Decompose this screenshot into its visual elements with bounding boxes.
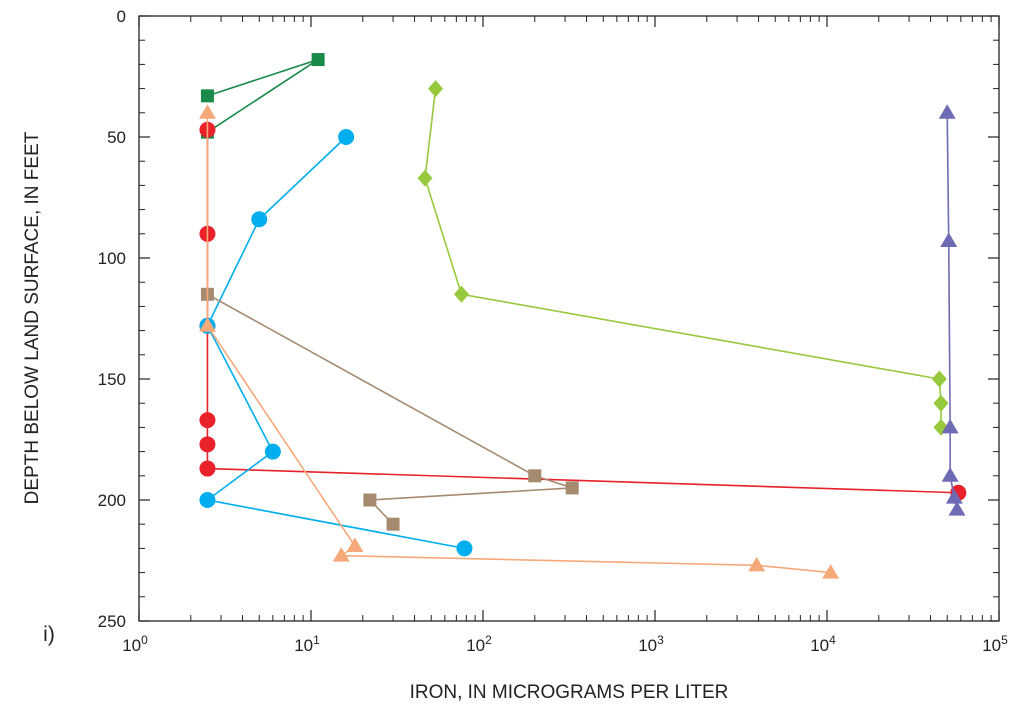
data-series bbox=[938, 104, 966, 516]
x-tick-label: 100 bbox=[122, 633, 148, 655]
series-layer bbox=[198, 53, 967, 579]
series-line bbox=[205, 136, 465, 550]
data-point bbox=[346, 537, 364, 552]
data-point bbox=[528, 469, 542, 483]
data-point bbox=[363, 493, 377, 507]
x-tick-label: 104 bbox=[810, 633, 836, 655]
data-point bbox=[948, 501, 966, 516]
data-point bbox=[938, 104, 956, 119]
data-point bbox=[332, 547, 350, 562]
y-tick-label: 150 bbox=[98, 370, 126, 389]
axis-tick-labels: 100 101 102 103 104 105 0 50 100 150 200 250 bbox=[98, 7, 1008, 655]
data-point bbox=[933, 394, 949, 412]
data-point bbox=[251, 211, 268, 228]
data-series bbox=[200, 53, 325, 139]
plot-frame bbox=[138, 15, 1000, 622]
y-tick-label: 100 bbox=[98, 249, 126, 268]
axis-ticks bbox=[138, 15, 1000, 622]
series-line bbox=[424, 88, 942, 428]
series-line bbox=[206, 129, 959, 494]
data-point bbox=[565, 481, 579, 495]
data-point bbox=[822, 564, 840, 579]
data-point bbox=[199, 460, 216, 477]
data-point bbox=[931, 370, 947, 388]
data-point bbox=[199, 436, 216, 453]
data-series bbox=[199, 129, 473, 557]
data-point bbox=[311, 53, 325, 67]
series-line bbox=[946, 112, 958, 510]
data-series bbox=[417, 80, 949, 436]
data-point bbox=[199, 492, 216, 508]
y-tick-label: 250 bbox=[98, 612, 126, 631]
series-line bbox=[207, 58, 319, 133]
plot-border bbox=[138, 15, 1000, 622]
data-point bbox=[748, 556, 766, 572]
x-axis-label: IRON, IN MICROGRAMS PER LITER bbox=[410, 682, 729, 703]
x-tick-label: 102 bbox=[466, 633, 492, 655]
panel-label: i) bbox=[43, 623, 55, 646]
data-series bbox=[198, 104, 840, 579]
x-tick-label: 103 bbox=[638, 633, 664, 655]
data-point bbox=[198, 317, 216, 332]
data-series bbox=[199, 121, 967, 501]
data-point bbox=[417, 169, 433, 187]
data-point bbox=[456, 540, 473, 557]
data-point bbox=[338, 129, 355, 145]
y-axis-label: DEPTH BELOW LAND SURFACE, IN FEET bbox=[22, 131, 43, 504]
data-point bbox=[941, 467, 959, 482]
data-point bbox=[454, 285, 470, 303]
data-point bbox=[428, 80, 444, 98]
data-point bbox=[200, 89, 214, 103]
series-line bbox=[207, 293, 573, 525]
data-series bbox=[200, 287, 579, 531]
data-point bbox=[264, 443, 281, 460]
data-point bbox=[198, 104, 216, 119]
data-point bbox=[941, 418, 959, 434]
data-point bbox=[940, 232, 958, 248]
x-tick-label: 101 bbox=[294, 633, 320, 655]
y-tick-label: 0 bbox=[117, 7, 126, 26]
data-point bbox=[199, 412, 216, 429]
y-tick-label: 50 bbox=[107, 128, 126, 147]
data-point bbox=[386, 517, 400, 531]
data-point bbox=[945, 489, 963, 504]
y-tick-label: 200 bbox=[98, 491, 126, 510]
x-tick-label: 105 bbox=[982, 633, 1008, 655]
